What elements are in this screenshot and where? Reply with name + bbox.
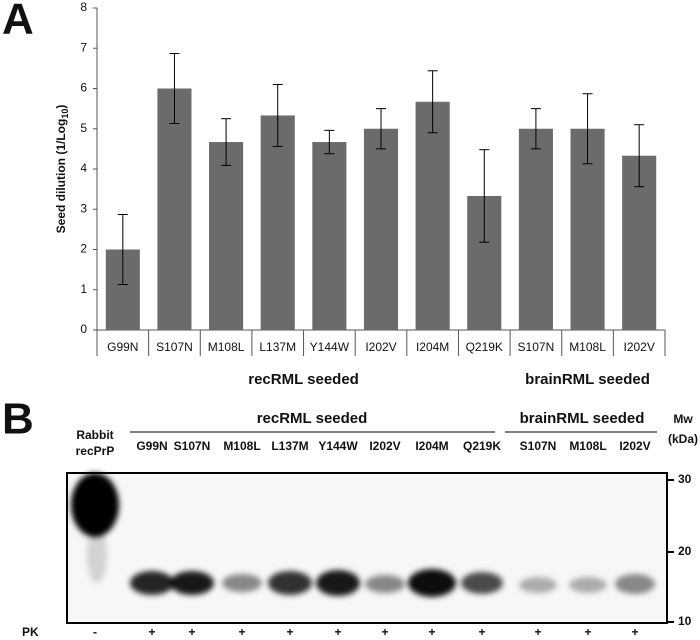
x-tick-label: I202V (365, 340, 396, 354)
panel-label: A (2, 0, 34, 44)
blot-bands (71, 473, 655, 597)
bar (260, 115, 295, 330)
bar (363, 128, 399, 330)
pk-mark: + (534, 625, 541, 639)
band (268, 571, 312, 595)
band (170, 571, 214, 595)
pk-mark: + (334, 625, 341, 639)
y-tick-label: 7 (80, 40, 87, 54)
y-tick-label: 2 (80, 242, 87, 256)
lane-label: M108L (223, 439, 260, 453)
band (316, 570, 360, 596)
x-tick-label: Y144W (310, 340, 350, 354)
x-tick-label: M108L (208, 340, 245, 354)
y-tick-label: 5 (80, 121, 87, 135)
blot-frame (66, 472, 668, 624)
y-tick-label: 8 (80, 0, 87, 14)
lane-label: L137M (271, 439, 308, 453)
bar (209, 142, 244, 330)
group-label: recRML seeded (248, 371, 359, 388)
panel-label: B (2, 395, 34, 444)
band (519, 577, 557, 593)
pk-mark: + (188, 625, 195, 639)
control-label: Rabbit (76, 428, 113, 442)
y-tick-label: 6 (80, 81, 87, 95)
x-tick-label: I204M (416, 340, 449, 354)
y-tick-label: 4 (80, 161, 87, 175)
pk-mark: + (286, 625, 293, 639)
mw-marker: 30 (678, 472, 692, 486)
lane-label: S107N (174, 439, 211, 453)
band (408, 569, 456, 597)
band (365, 575, 405, 593)
lane-label: S107N (520, 439, 557, 453)
band (87, 527, 107, 583)
x-tick-label: S107N (518, 340, 555, 354)
y-title-sub: 10 (60, 109, 70, 119)
lane-label: I202V (369, 439, 400, 453)
band (569, 577, 607, 593)
bar (312, 142, 347, 330)
mw-marker: 10 (678, 614, 692, 628)
group-label: brainRML seeded (520, 410, 645, 427)
mw-label: Mw (673, 412, 693, 426)
lane-label: G99N (136, 439, 167, 453)
lane-label: I204M (415, 439, 448, 453)
band (130, 571, 174, 595)
bar (518, 128, 553, 330)
pk-mark: - (93, 625, 97, 639)
control-label: recPrP (76, 444, 115, 458)
bar (415, 101, 450, 330)
y-tick-label: 3 (80, 201, 87, 215)
y-tick-label: 1 (80, 282, 87, 296)
x-tick-label: M108L (569, 340, 606, 354)
group-label: brainRML seeded (525, 371, 650, 388)
pk-mark: + (381, 625, 388, 639)
mw-marker: 20 (678, 544, 692, 558)
band (615, 574, 655, 594)
mw-label: (kDa) (668, 432, 698, 446)
x-tick-label: I202V (624, 340, 655, 354)
lane-label: M108L (569, 439, 606, 453)
x-tick-label: G99N (107, 340, 138, 354)
pk-mark: + (148, 625, 155, 639)
lane-label: Y144W (318, 439, 358, 453)
bar (157, 88, 192, 330)
pk-label: PK (22, 625, 39, 639)
y-title-main: Seed dilution (1/Log (54, 119, 68, 234)
pk-mark: + (478, 625, 485, 639)
pk-mark: + (584, 625, 591, 639)
x-tick-label: S107N (156, 340, 193, 354)
band (71, 473, 119, 537)
y-axis-title: Seed dilution (1/Log10) (54, 105, 70, 234)
pk-mark: + (631, 625, 638, 639)
group-label: recRML seeded (257, 410, 368, 427)
pk-mark: + (428, 625, 435, 639)
x-tick-label: L137M (259, 340, 296, 354)
pk-mark: + (238, 625, 245, 639)
band (222, 574, 262, 592)
x-tick-label: Q219K (466, 340, 503, 354)
y-tick-label: 0 (80, 322, 87, 336)
lane-label: I202V (619, 439, 650, 453)
y-title-end: ) (54, 105, 68, 109)
band (461, 572, 503, 594)
lane-label: Q219K (463, 439, 501, 453)
